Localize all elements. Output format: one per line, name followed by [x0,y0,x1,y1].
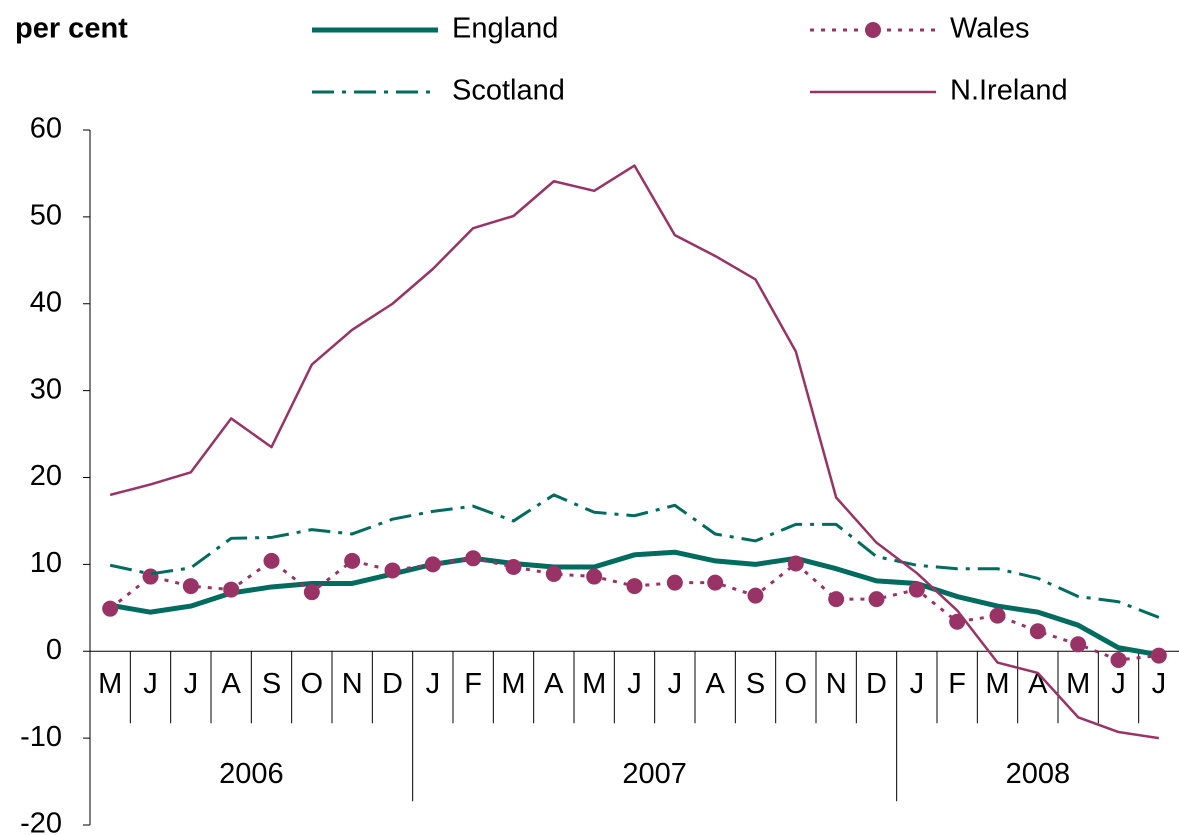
x-tick-label: J [1111,668,1126,700]
marker [1070,636,1087,653]
marker [465,550,482,567]
marker [102,600,119,617]
year-label: 2006 [219,758,284,790]
legend-label: Scotland [452,75,565,107]
marker [142,568,159,585]
marker [545,565,562,582]
marker [908,581,925,598]
x-tick-label: S [262,668,281,700]
marker [949,613,966,630]
series-line [109,164,1160,740]
y-tick-label: 60 [30,113,62,145]
marker [1150,647,1167,664]
x-tick-label: F [464,668,482,700]
year-label: 2008 [1006,758,1071,790]
marker [223,581,240,598]
x-tick-label: O [785,668,808,700]
x-tick-label: M [98,668,122,700]
y-axis-label: per cent [15,13,128,45]
x-tick-label: M [501,668,525,700]
x-tick-label: M [985,668,1009,700]
x-tick-label: A [1028,668,1048,700]
marker [303,584,320,601]
y-tick-label: 30 [30,373,62,405]
legend-marker [865,22,881,38]
x-tick-label: J [426,668,441,700]
x-tick-label: M [1066,668,1090,700]
x-tick-label: A [221,668,241,700]
legend-label: England [452,13,558,45]
x-tick-label: D [382,668,403,700]
x-tick-label: J [1152,668,1167,700]
marker [424,556,441,573]
y-tick-label: 10 [30,547,62,579]
x-tick-label: N [826,668,847,700]
marker [263,552,280,569]
series-line [109,493,1160,619]
x-tick-label: M [582,668,606,700]
x-tick-label: J [627,668,642,700]
marker [1029,623,1046,640]
y-tick-label: 20 [30,460,62,492]
marker [989,607,1006,624]
x-tick-label: A [544,668,564,700]
marker [1110,651,1127,668]
marker [666,574,683,591]
x-tick-label: J [143,668,158,700]
x-tick-label: J [910,668,925,700]
y-tick-label: -20 [20,808,62,835]
x-tick-label: D [866,668,887,700]
series-line [109,549,1160,658]
marker [828,591,845,608]
marker [182,578,199,595]
marker [626,578,643,595]
x-tick-label: S [746,668,765,700]
marker [344,552,361,569]
y-tick-label: 50 [30,200,62,232]
marker [384,562,401,579]
marker [505,558,522,575]
x-tick-label: J [668,668,683,700]
x-tick-label: O [301,668,324,700]
legend-label: N.Ireland [950,75,1068,107]
marker [787,555,804,572]
legend-label: Wales [950,13,1030,45]
marker [747,587,764,604]
marker [586,568,603,585]
x-tick-label: J [184,668,199,700]
y-tick-label: 40 [30,286,62,318]
x-tick-label: F [948,668,966,700]
x-tick-label: N [342,668,363,700]
year-label: 2007 [622,758,687,790]
marker [868,591,885,608]
x-tick-label: A [705,668,725,700]
marker [707,574,724,591]
y-tick-label: -10 [20,721,62,753]
y-tick-label: 0 [46,634,62,666]
